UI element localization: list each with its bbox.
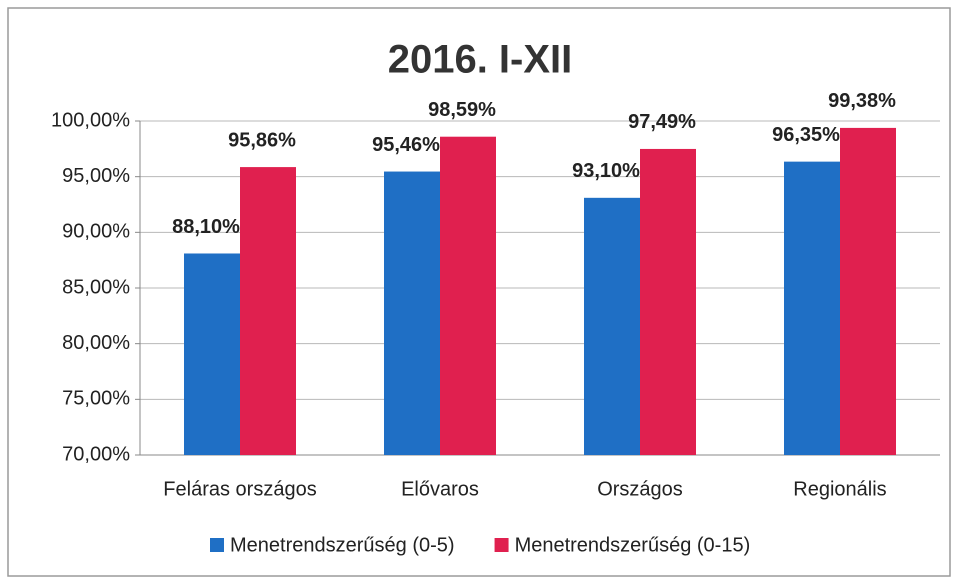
y-tick-label: 100,00% [51, 109, 130, 131]
value-label: 97,49% [628, 111, 696, 133]
bar [240, 167, 296, 456]
value-label: 88,10% [172, 216, 240, 238]
bar [184, 253, 240, 455]
value-label: 98,59% [428, 99, 496, 121]
value-label: 99,38% [828, 90, 896, 112]
y-tick-label: 90,00% [62, 221, 130, 243]
value-label: 95,46% [372, 134, 440, 156]
x-tick-label: Regionális [793, 478, 886, 500]
x-tick-label: Országos [597, 478, 683, 500]
bar [384, 171, 440, 455]
legend-label: Menetrendszerűség (0-15) [515, 534, 751, 556]
value-label: 96,35% [772, 124, 840, 146]
y-tick-label: 80,00% [62, 332, 130, 354]
bar [440, 136, 496, 455]
bar [584, 197, 640, 455]
y-tick-label: 85,00% [62, 276, 130, 298]
bar [840, 127, 896, 456]
value-label: 95,86% [228, 129, 296, 151]
legend-swatch [494, 538, 509, 552]
legend-swatch [210, 538, 224, 552]
bar [784, 161, 840, 456]
x-tick-label: Feláras országos [163, 478, 316, 500]
y-tick-label: 70,00% [62, 443, 130, 465]
y-tick-label: 95,00% [62, 165, 130, 187]
chart-title: 2016. I-XII [388, 38, 573, 82]
bar [640, 148, 696, 455]
y-tick-label: 75,00% [62, 388, 130, 410]
legend-label: Menetrendszerűség (0-5) [230, 534, 455, 556]
x-tick-label: Elővaros [401, 478, 479, 500]
value-label: 93,10% [572, 160, 640, 182]
